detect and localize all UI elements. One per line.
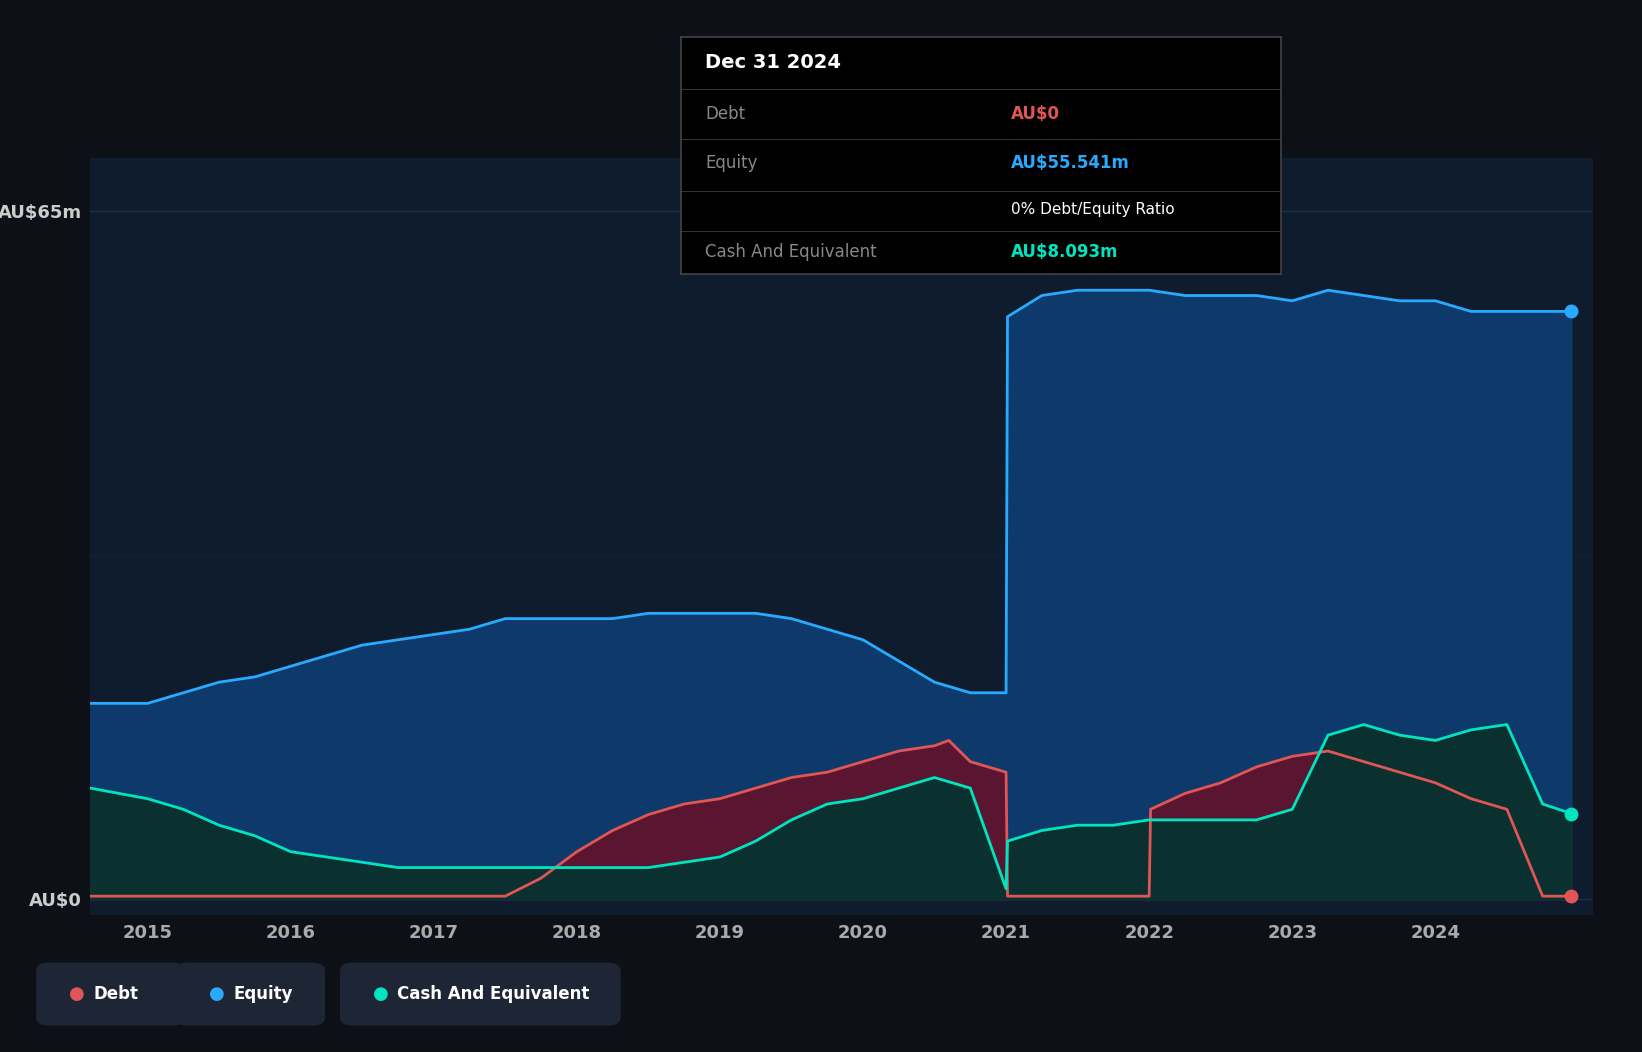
Text: AU$55.541m: AU$55.541m bbox=[1011, 155, 1130, 173]
Text: Cash And Equivalent: Cash And Equivalent bbox=[706, 243, 877, 261]
Text: Dec 31 2024: Dec 31 2024 bbox=[706, 54, 841, 73]
Text: ●: ● bbox=[69, 985, 85, 1004]
Text: Equity: Equity bbox=[706, 155, 757, 173]
Text: Debt: Debt bbox=[94, 985, 138, 1004]
Text: AU$8.093m: AU$8.093m bbox=[1011, 243, 1118, 261]
Text: Equity: Equity bbox=[233, 985, 292, 1004]
Text: Cash And Equivalent: Cash And Equivalent bbox=[397, 985, 589, 1004]
Text: ●: ● bbox=[373, 985, 389, 1004]
Text: ●: ● bbox=[209, 985, 225, 1004]
Text: AU$0: AU$0 bbox=[1011, 105, 1061, 123]
Text: 0% Debt/Equity Ratio: 0% Debt/Equity Ratio bbox=[1011, 202, 1174, 217]
Text: Debt: Debt bbox=[706, 105, 745, 123]
